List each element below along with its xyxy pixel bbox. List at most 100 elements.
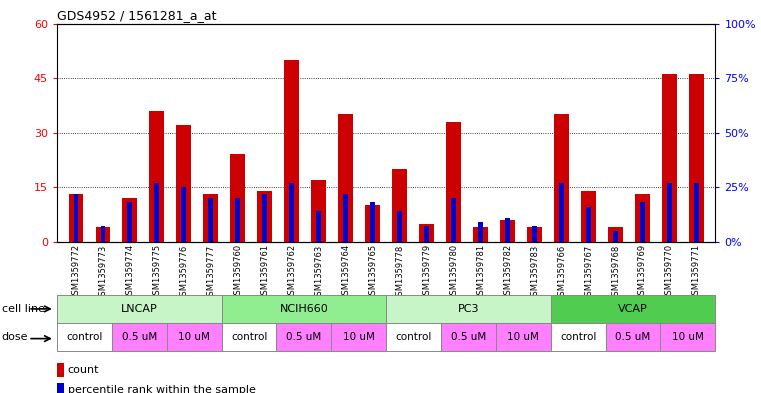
Bar: [343, 194, 349, 242]
Text: 10 uM: 10 uM: [508, 332, 540, 342]
Bar: [500, 220, 515, 242]
Text: count: count: [68, 365, 99, 375]
Text: GSM1359764: GSM1359764: [341, 244, 350, 301]
Bar: [123, 198, 137, 242]
Text: 0.5 uM: 0.5 uM: [286, 332, 322, 342]
Bar: [167, 323, 221, 351]
Bar: [640, 202, 645, 242]
Text: cell line: cell line: [2, 304, 45, 314]
Text: VCAP: VCAP: [618, 304, 648, 314]
Text: GSM1359779: GSM1359779: [422, 244, 431, 301]
Bar: [586, 207, 591, 242]
Bar: [154, 183, 159, 242]
Bar: [257, 191, 272, 242]
Bar: [371, 202, 375, 242]
Text: GSM1359761: GSM1359761: [260, 244, 269, 301]
Bar: [311, 180, 326, 242]
Text: control: control: [560, 332, 597, 342]
Text: dose: dose: [2, 332, 28, 342]
Bar: [386, 295, 551, 323]
Bar: [57, 363, 64, 377]
Bar: [613, 231, 618, 242]
Bar: [112, 323, 167, 351]
Text: 10 uM: 10 uM: [178, 332, 210, 342]
Bar: [96, 227, 110, 242]
Bar: [209, 198, 213, 242]
Text: 10 uM: 10 uM: [672, 332, 704, 342]
Bar: [177, 125, 191, 242]
Bar: [317, 211, 321, 242]
Bar: [694, 183, 699, 242]
Text: PC3: PC3: [457, 304, 479, 314]
Text: GSM1359778: GSM1359778: [395, 244, 404, 301]
Bar: [662, 74, 677, 242]
Text: percentile rank within the sample: percentile rank within the sample: [68, 385, 256, 393]
Bar: [128, 202, 132, 242]
Bar: [424, 226, 429, 242]
Text: GSM1359773: GSM1359773: [98, 244, 107, 301]
Text: GSM1359765: GSM1359765: [368, 244, 377, 301]
Bar: [57, 383, 64, 393]
Text: GSM1359771: GSM1359771: [692, 244, 701, 301]
Text: GDS4952 / 1561281_a_at: GDS4952 / 1561281_a_at: [57, 9, 217, 22]
Text: GSM1359780: GSM1359780: [449, 244, 458, 301]
Bar: [392, 169, 407, 242]
Text: GSM1359772: GSM1359772: [72, 244, 81, 301]
Bar: [551, 323, 606, 351]
Bar: [276, 323, 331, 351]
Bar: [473, 227, 488, 242]
Bar: [559, 183, 564, 242]
Bar: [386, 323, 441, 351]
Bar: [397, 211, 402, 242]
Text: GSM1359768: GSM1359768: [611, 244, 620, 301]
Bar: [221, 295, 386, 323]
Bar: [419, 224, 434, 242]
Bar: [221, 323, 276, 351]
Bar: [661, 323, 715, 351]
Bar: [581, 191, 596, 242]
Bar: [235, 198, 240, 242]
Text: GSM1359763: GSM1359763: [314, 244, 323, 301]
Bar: [496, 323, 551, 351]
Text: GSM1359777: GSM1359777: [206, 244, 215, 301]
Text: GSM1359762: GSM1359762: [288, 244, 296, 301]
Text: GSM1359769: GSM1359769: [638, 244, 647, 301]
Bar: [532, 226, 537, 242]
Text: GSM1359766: GSM1359766: [557, 244, 566, 301]
Bar: [478, 222, 483, 242]
Bar: [635, 195, 650, 242]
Bar: [149, 111, 164, 242]
Bar: [100, 226, 105, 242]
Bar: [181, 187, 186, 242]
Bar: [689, 74, 704, 242]
Bar: [608, 227, 623, 242]
Text: GSM1359767: GSM1359767: [584, 244, 593, 301]
Bar: [446, 122, 461, 242]
Bar: [451, 198, 456, 242]
Bar: [68, 195, 84, 242]
Text: GSM1359770: GSM1359770: [665, 244, 674, 301]
Bar: [606, 323, 661, 351]
Text: control: control: [231, 332, 267, 342]
Bar: [289, 183, 295, 242]
Bar: [441, 323, 496, 351]
Bar: [57, 295, 221, 323]
Bar: [203, 195, 218, 242]
Bar: [667, 183, 672, 242]
Bar: [285, 60, 299, 242]
Text: GSM1359775: GSM1359775: [152, 244, 161, 301]
Bar: [551, 295, 715, 323]
Bar: [263, 194, 267, 242]
Bar: [74, 194, 78, 242]
Text: GSM1359776: GSM1359776: [180, 244, 189, 301]
Text: GSM1359782: GSM1359782: [503, 244, 512, 301]
Bar: [365, 205, 380, 242]
Text: GSM1359783: GSM1359783: [530, 244, 539, 301]
Bar: [331, 323, 386, 351]
Bar: [231, 154, 245, 242]
Bar: [57, 323, 112, 351]
Bar: [554, 114, 569, 242]
Text: 10 uM: 10 uM: [343, 332, 374, 342]
Bar: [339, 114, 353, 242]
Text: GSM1359760: GSM1359760: [234, 244, 242, 301]
